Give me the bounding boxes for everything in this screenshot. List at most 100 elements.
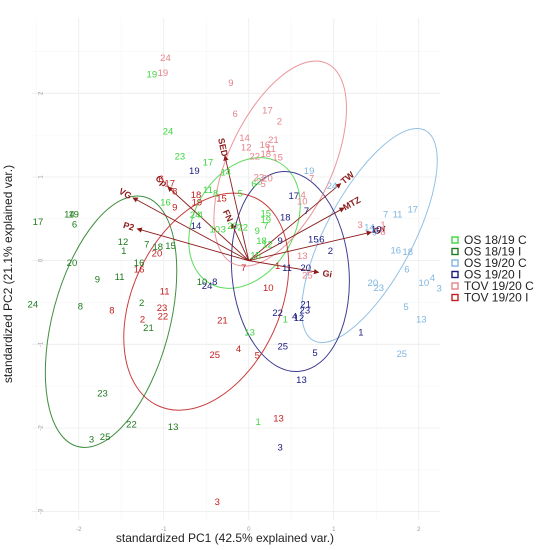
point-label: 4 [198,210,203,221]
point-label: 9 [172,203,177,214]
point-label: 21 [300,300,311,311]
loading-arrow [248,230,373,262]
point-label: 16 [134,265,145,276]
point-label: 11 [266,144,276,155]
point-label: 6 [404,265,409,276]
point-label: 13 [297,251,308,262]
legend-item: TOV 19/20 I [451,291,528,305]
point-label: 14 [239,133,250,144]
point-label: 18 [402,247,413,258]
point-label: 18 [153,242,164,253]
y-axis-title: standardized PC2 (21.1% explained var.) [1,165,15,383]
point-label: 9 [372,228,377,239]
point-label: 6 [233,109,238,120]
point-label: 7 [304,206,309,217]
point-label: 24 [202,281,213,292]
loading-arrow [132,197,249,262]
point-label: 22 [158,311,169,322]
point-label: 2 [277,116,282,127]
legend-swatch [451,270,459,279]
point-label: 16 [391,245,402,256]
ellipse-os-18-19-i [44,195,178,448]
point-label: 8 [172,187,177,198]
point-label: 10 [371,224,382,235]
loading-arrow [231,223,250,261]
point-label: 11 [115,272,125,283]
point-label: 19 [189,166,200,177]
point-label: 15 [250,250,261,261]
loading-arrow [223,155,250,261]
point-label: 12 [294,313,305,324]
point-label: 15 [308,234,319,245]
y-tick-label: 0 [39,258,45,262]
loading-arrow [167,186,250,261]
point-label: 24 [190,210,201,221]
point-label: 8 [78,301,83,312]
point-label: 2 [328,246,333,257]
point-label: 11 [160,286,170,297]
point-label: 16 [260,140,271,151]
ellipse-tov-19-20-i [123,192,290,411]
point-label: 1 [255,417,260,428]
point-label: 22 [272,308,283,319]
legend-swatch [451,259,459,267]
point-label: 3 [357,220,362,231]
legend-label: TOV 19/20 I [464,291,528,305]
loading-label: P2 [122,220,135,233]
point-label: 3 [278,443,283,454]
legend: OS 18/19 COS 18/19 IOS 19/20 COS 19/20 I… [451,233,534,305]
ellipse-os-18-19-c [188,157,301,289]
legend-label: OS 18/19 I [464,245,521,259]
point-label: 10 [419,278,430,289]
point-label: 20 [368,278,379,289]
point-label: 18 [191,190,202,201]
point-label: 22 [249,152,260,163]
point-label: 18 [280,213,291,224]
legend-swatch [451,247,459,256]
point-label: 7 [263,221,268,232]
point-label: 14 [64,209,75,220]
point-label: 12 [118,237,129,248]
loading-arrow [136,227,249,262]
ellipse-os-19-20-i [230,170,350,373]
point-label: 19 [192,198,203,209]
legend-item: OS 19/20 C [451,256,527,270]
point-label: 3 [215,497,220,508]
point-label: 15 [260,208,271,219]
point-label: 10 [297,197,308,208]
point-label: 24 [28,300,39,311]
loading-label: MTZ [341,194,362,212]
point-label: 25 [396,349,407,360]
point-label: 19 [147,70,158,81]
point-label: 23 [175,152,186,163]
point-label: 17 [262,106,273,117]
point-label: 10 [209,224,220,235]
point-label: 20 [300,263,311,274]
point-label: 9 [255,226,260,237]
point-label: 3 [89,434,94,445]
point-label: 22 [238,223,249,234]
point-label: 1 [275,261,280,272]
legend-item: TOV 19/20 C [451,279,534,293]
x-axis-title: standardized PC1 (42.5% explained var.) [116,531,334,545]
x-tick-label: -2 [76,527,82,533]
point-label: 17 [203,157,214,168]
point-label: 9 [228,78,233,89]
point-label: 10 [197,277,208,288]
x-tick-label: 2 [417,527,421,533]
point-label: 19 [304,166,315,177]
point-label: 12 [262,239,273,250]
point-label: 25 [209,350,220,361]
point-label: 13 [168,422,179,433]
loading-label: FN [221,208,235,223]
legend-swatch [451,293,459,302]
point-label: 19 [158,68,169,79]
point-label: 14 [221,167,232,178]
point-label: 24 [160,53,171,64]
point-label: 24 [163,126,174,137]
point-label: 20 [262,173,273,184]
point-label: 4 [292,311,297,322]
point-label: 20 [67,258,78,269]
grid [32,18,440,520]
point-label: 21 [268,135,279,146]
